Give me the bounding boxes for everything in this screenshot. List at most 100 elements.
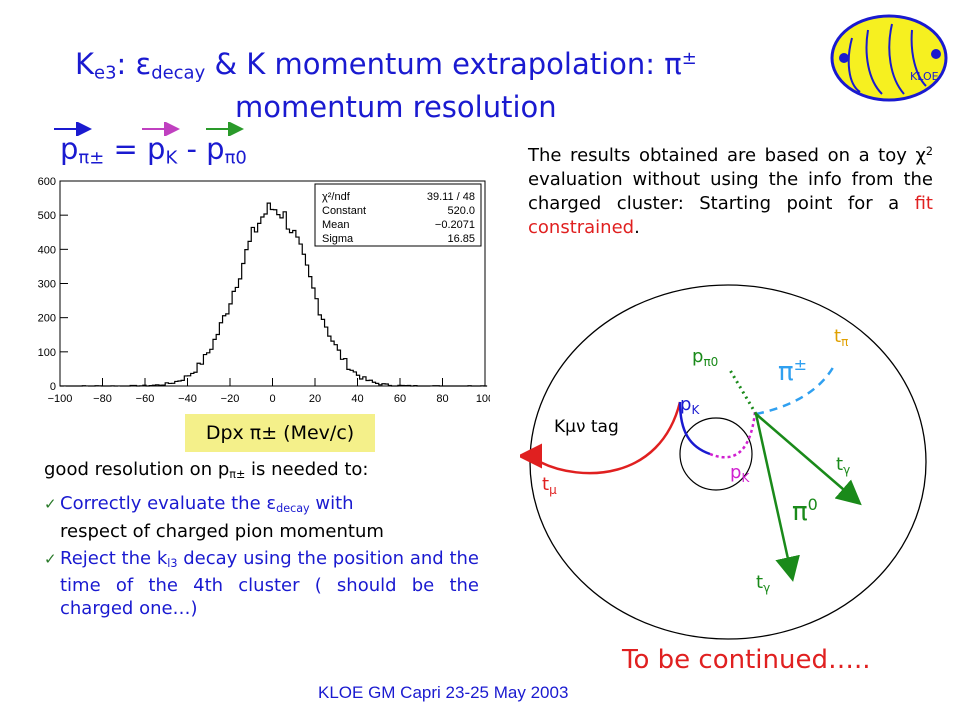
beam-pipe xyxy=(679,417,753,491)
stat-value: 39.11 / 48 xyxy=(427,191,475,203)
histogram-x-axis: −100 −80 −60 −40 −20 0 20 40 60 80 100 xyxy=(48,378,490,405)
title-pion-sup: ± xyxy=(681,48,697,69)
x-tick-label: 40 xyxy=(351,393,363,405)
dpx-histogram: 0 100 200 300 400 500 600 −100 −80 −60 −40 −20 0 20 4… xyxy=(38,176,490,405)
svg-text:KLOE: KLOE xyxy=(910,70,939,83)
detector-outline xyxy=(529,284,927,640)
stats-box xyxy=(314,183,482,247)
t-gamma2-label: tγ xyxy=(756,572,770,595)
formula-vector-arrows xyxy=(54,122,244,136)
pk-bottom-label: pK xyxy=(730,462,750,485)
need1-a: Correctly evaluate the xyxy=(60,492,267,514)
formula-p-pi0-sub: π0 xyxy=(224,147,247,169)
footer: KLOE GM Capri 23-25 May 2003 xyxy=(318,683,569,702)
histogram-y-axis: 0 100 200 300 400 500 600 xyxy=(38,176,68,393)
pi0-label: π0 xyxy=(792,495,818,527)
formula-p-kaon: p xyxy=(147,132,166,166)
p-pi0-label: pπ0 xyxy=(692,346,718,369)
needs-intro-b: is needed to: xyxy=(245,459,369,480)
need1-sub: decay xyxy=(276,501,310,515)
need2-a: Reject the k xyxy=(60,547,168,569)
check-icon: ✓ xyxy=(44,494,57,513)
photon-track-1 xyxy=(755,413,862,506)
title-line1: & K momentum extrapolation: xyxy=(214,46,656,81)
title-colon: : xyxy=(116,46,127,81)
need1-b: with xyxy=(309,492,354,514)
histogram-distribution xyxy=(60,202,488,387)
needs-intro: good resolution on pπ± is needed to: xyxy=(44,458,479,486)
pk-top-label: pK xyxy=(680,394,700,417)
formula-p-pi0: p xyxy=(206,132,225,166)
photon-track-2 xyxy=(754,413,800,582)
title-pion: π xyxy=(664,46,682,81)
results-fit-constrained: fit constrained xyxy=(528,193,933,239)
kmunu-tag-label: Kμν tag xyxy=(554,417,619,437)
kloe-logo: KLOE xyxy=(830,14,948,102)
need2-b: decay using the position and the time of… xyxy=(60,547,479,620)
y-tick-label: 400 xyxy=(38,244,56,256)
x-tick-label: 60 xyxy=(394,393,406,405)
results-text-1: The results obtained are based on a toy xyxy=(528,145,916,167)
x-tick-label: 0 xyxy=(269,393,275,405)
x-tick-label: 80 xyxy=(436,393,448,405)
y-tick-label: 300 xyxy=(38,279,56,291)
momentum-formula: pπ± = pK - pπ0 xyxy=(60,132,247,168)
title-k: K xyxy=(75,46,95,81)
histogram-x-label: Dpx π± (Mev/c) xyxy=(185,414,375,452)
title-line2: momentum resolution xyxy=(235,90,557,125)
x-tick-label: 20 xyxy=(309,393,321,405)
need-item-decay: ✓ Correctly evaluate the εdecay with resp… xyxy=(44,492,479,543)
stat-label: χ²/ndf xyxy=(322,191,351,203)
need-item-reject: ✓ Reject the kl3 decay using the positio… xyxy=(44,547,479,621)
needs-intro-a: good resolution on p xyxy=(44,459,230,480)
kaon-track-b xyxy=(709,411,757,459)
x-tick-label: −100 xyxy=(48,393,73,405)
slide-title: Ke3: εdecay & K momentum extrapolation: … xyxy=(75,42,697,124)
stat-label: Mean xyxy=(322,219,350,231)
need1-rest: respect of charged pion momentum xyxy=(60,520,384,542)
x-tick-label: 100 xyxy=(476,393,490,405)
stat-label: Sigma xyxy=(322,233,354,245)
y-tick-label: 500 xyxy=(38,210,56,222)
t-mu-label: tμ xyxy=(542,474,557,497)
stat-label: Constant xyxy=(322,205,366,217)
pi-pm-label: π± xyxy=(778,355,807,387)
results-text-2: evaluation without using the info from t… xyxy=(528,169,933,215)
y-tick-label: 100 xyxy=(38,347,56,359)
x-tick-label: −40 xyxy=(178,393,197,405)
t-pi-label: tπ xyxy=(834,326,848,349)
stat-value: 16.85 xyxy=(447,233,475,245)
charged-pion-track xyxy=(755,363,837,416)
y-tick-label: 200 xyxy=(38,313,56,325)
results-chi: χ xyxy=(915,145,926,167)
to-be-continued: To be continued….. xyxy=(622,645,871,675)
results-chi-sup: 2 xyxy=(925,145,933,158)
resolution-needs: good resolution on pπ± is needed to: ✓ C… xyxy=(44,458,479,624)
y-tick-label: 0 xyxy=(50,381,56,393)
results-paragraph: The results obtained are based on a toy … xyxy=(528,140,933,240)
title-k-sub: e3 xyxy=(94,62,117,84)
kaon-track-a xyxy=(678,401,711,456)
pi0-dotted xyxy=(728,369,758,415)
stat-value: 520.0 xyxy=(447,205,475,217)
results-text-3: . xyxy=(634,217,640,239)
need1-eps: ε xyxy=(266,492,277,514)
formula-p-kaon-sub: K xyxy=(165,147,178,169)
formula-p-pion-sub: π± xyxy=(78,147,105,169)
formula-equals: = xyxy=(113,132,138,166)
title-epsilon: ε xyxy=(135,46,152,81)
formula-p-pion: p xyxy=(60,132,79,166)
need2-sub: l3 xyxy=(167,556,178,570)
needs-intro-sub: π± xyxy=(229,467,246,481)
check-icon: ✓ xyxy=(44,549,57,568)
x-tick-label: −60 xyxy=(136,393,155,405)
muon-track xyxy=(520,401,682,475)
stat-value: −0.2071 xyxy=(435,219,475,231)
y-tick-label: 600 xyxy=(38,176,56,188)
event-diagram: tπ pπ0 π± pK Kμν tag pK tγ tμ π0 tγ xyxy=(520,284,927,640)
title-eps-sub: decay xyxy=(151,62,206,84)
stats-rows: χ²/ndf 39.11 / 48 Constant 520.0 Mean −0.2071… xyxy=(322,191,475,245)
x-tick-label: −20 xyxy=(221,393,240,405)
t-gamma1-label: tγ xyxy=(836,454,850,477)
x-tick-label: −80 xyxy=(93,393,112,405)
